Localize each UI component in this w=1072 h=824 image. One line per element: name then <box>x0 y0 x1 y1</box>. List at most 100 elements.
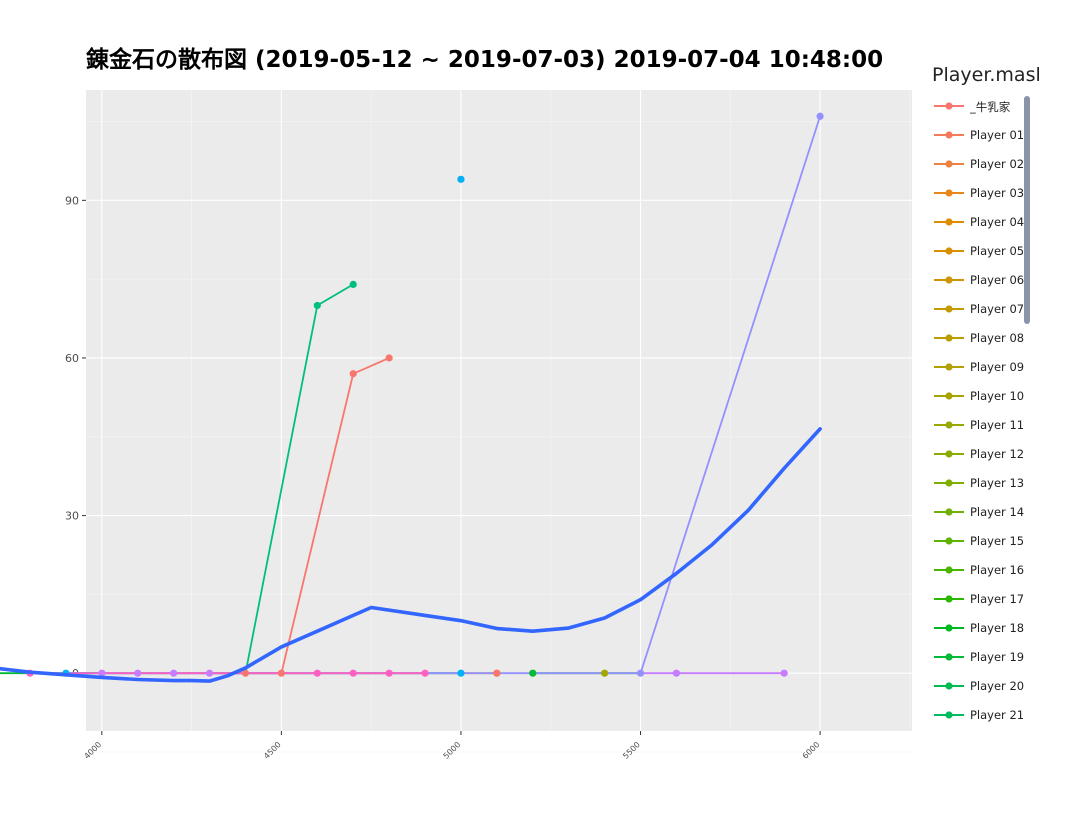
legend-item[interactable]: Player 11 <box>930 417 1030 446</box>
legend-item[interactable]: Player 06 <box>930 272 1030 301</box>
y-tick-label: 60 <box>65 352 79 365</box>
legend-item[interactable]: Player 04 <box>930 214 1030 243</box>
data-point <box>205 669 214 677</box>
legend-swatch <box>934 624 964 632</box>
legend-label: Player 18 <box>970 621 1025 635</box>
legend-item[interactable]: Player 10 <box>930 388 1030 417</box>
legend-swatch <box>934 711 964 719</box>
data-point <box>385 669 393 677</box>
legend-swatch <box>934 131 964 139</box>
legend-swatch <box>934 276 964 284</box>
x-tick-label: 4000 <box>82 740 103 761</box>
y-tick-label: 90 <box>65 194 79 207</box>
data-point <box>421 669 429 677</box>
data-point <box>241 669 250 677</box>
data-point <box>457 669 465 677</box>
legend-label: _牛乳家 <box>970 100 1011 114</box>
legend-label: Player 15 <box>970 534 1025 548</box>
legend-swatch <box>934 334 964 342</box>
data-point <box>313 669 321 677</box>
legend-label: Player 08 <box>970 331 1025 345</box>
legend-item[interactable]: Player 07 <box>930 301 1030 330</box>
legend-item[interactable]: Player 02 <box>930 156 1030 185</box>
legend-swatch <box>934 595 964 603</box>
legend-item[interactable]: Player 19 <box>930 649 1030 678</box>
smooth-trend-line <box>0 427 822 683</box>
legend-item[interactable]: Player 17 <box>930 591 1030 620</box>
legend-swatch <box>934 566 964 574</box>
data-point <box>672 669 681 677</box>
data-point <box>601 669 609 677</box>
legend-swatch <box>934 189 964 197</box>
legend-label: Player 17 <box>970 592 1025 606</box>
legend-item[interactable]: Player 16 <box>930 562 1030 591</box>
legend-label: Player 20 <box>970 679 1025 693</box>
legend-item[interactable]: Player 21 <box>930 707 1030 736</box>
data-point <box>134 669 142 677</box>
legend-swatch <box>934 160 964 168</box>
legend-label: Player 02 <box>970 157 1025 171</box>
legend-label: Player 07 <box>970 302 1025 316</box>
legend-item[interactable]: _牛乳家 <box>930 98 1030 127</box>
legend-items: _牛乳家 Player 01 Player 02 Player 03 Player 04… <box>930 98 1030 736</box>
legend-label: Player 05 <box>970 244 1025 258</box>
legend-label: Player 03 <box>970 186 1025 200</box>
x-tick-label: 6000 <box>801 740 822 761</box>
legend-item[interactable]: Player 01 <box>930 127 1030 156</box>
legend-label: Player 01 <box>970 128 1025 142</box>
legend-item[interactable]: Player 08 <box>930 330 1030 359</box>
legend-title: Player.masl <box>932 64 1041 86</box>
data-point <box>349 280 357 289</box>
legend-swatch <box>934 392 964 400</box>
legend-item[interactable]: Player 14 <box>930 504 1030 533</box>
legend-label: Player 09 <box>970 360 1025 374</box>
legend-swatch <box>934 218 964 226</box>
legend-label: Player 11 <box>970 418 1025 432</box>
legend-item[interactable]: Player 13 <box>930 475 1030 504</box>
legend-label: Player 13 <box>970 476 1025 490</box>
data-point <box>277 669 285 677</box>
legend-item[interactable]: Player 05 <box>930 243 1030 272</box>
legend: Player.masl _牛乳家 Player 01 Player 02 Player… <box>930 62 1072 742</box>
legend-swatch <box>934 508 964 516</box>
legend-swatch <box>934 305 964 313</box>
data-point <box>349 370 357 378</box>
legend-item[interactable]: Player 20 <box>930 678 1030 707</box>
legend-item[interactable]: Player 03 <box>930 185 1030 214</box>
legend-swatch <box>934 653 964 661</box>
legend-item[interactable]: Player 09 <box>930 359 1030 388</box>
legend-label: Player 04 <box>970 215 1025 229</box>
legend-swatch <box>934 537 964 545</box>
legend-item[interactable]: Player 18 <box>930 620 1030 649</box>
legend-label: Player 16 <box>970 563 1025 577</box>
legend-label: Player 10 <box>970 389 1025 403</box>
data-point <box>493 669 501 677</box>
legend-swatch <box>934 247 964 255</box>
legend-swatch <box>934 102 964 110</box>
legend-item[interactable]: Player 15 <box>930 533 1030 562</box>
data-point <box>313 301 321 310</box>
legend-label: Player 19 <box>970 650 1025 664</box>
x-tick-label: 5000 <box>442 740 463 761</box>
plot-panel <box>86 90 912 731</box>
legend-swatch <box>934 421 964 429</box>
data-point <box>636 669 645 677</box>
legend-label: Player 12 <box>970 447 1025 461</box>
data-point <box>457 175 465 183</box>
x-tick-label: 5500 <box>621 740 642 761</box>
legend-swatch <box>934 682 964 690</box>
legend-label: Player 21 <box>970 708 1025 722</box>
legend-swatch <box>934 479 964 487</box>
data-point <box>780 669 788 677</box>
legend-label: Player 06 <box>970 273 1025 287</box>
data-point <box>385 354 393 362</box>
y-tick-label: 30 <box>65 510 79 523</box>
legend-item[interactable]: Player 12 <box>930 446 1030 475</box>
data-point <box>529 669 537 677</box>
data-point <box>98 669 106 677</box>
data-point <box>816 112 824 120</box>
legend-scrollbar[interactable] <box>1024 96 1030 324</box>
legend-swatch <box>934 363 964 371</box>
data-point <box>349 669 357 677</box>
